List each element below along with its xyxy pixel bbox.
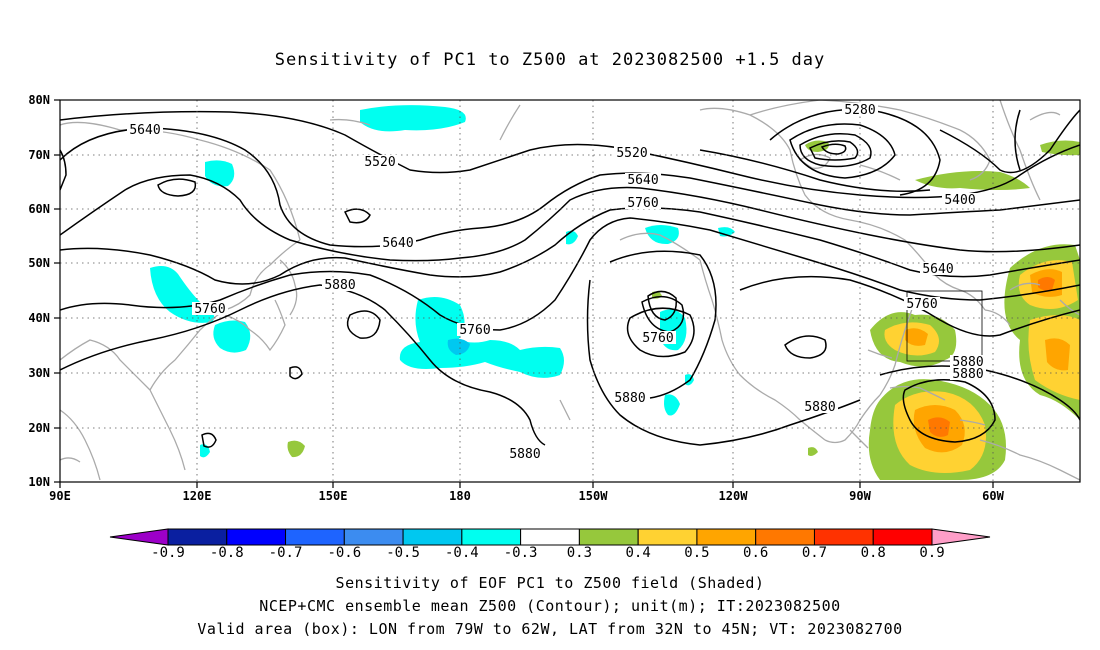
lon-tick-label: 120E: [183, 489, 212, 503]
colorbar-label: -0.5: [386, 545, 420, 561]
contour-label-bg: [950, 367, 986, 380]
lat-tick-label: 80N: [28, 93, 50, 107]
colorbar-cell: [578, 528, 639, 546]
colorbar-label: 0.7: [802, 545, 827, 561]
contour-label-bg: [640, 331, 676, 344]
lat-tick-label: 50N: [28, 256, 50, 270]
contour-label-bg: [362, 155, 398, 168]
lat-tick-labels: 10N 20N 30N 40N 50N 60N 70N 80N: [28, 93, 50, 489]
lon-tick-label: 60W: [982, 489, 1004, 503]
contour-label-bg: [380, 236, 416, 249]
contour-label: 5880: [804, 400, 835, 415]
contour-label: 5400: [944, 193, 975, 208]
colorbar-cell: [755, 528, 815, 546]
colorbar-cell: [285, 528, 345, 546]
colorbar-label: 0.3: [567, 545, 592, 561]
colorbar-min-arrow: [109, 528, 169, 546]
contour-label-bg: [942, 193, 978, 206]
map-frame: [59, 99, 1081, 483]
colorbar-label: -0.6: [327, 545, 361, 561]
colorbar-label: -0.7: [269, 545, 303, 561]
contour-label-bg: [625, 173, 661, 186]
contour-label: 5760: [642, 331, 673, 346]
contour-label-bg: [802, 400, 838, 413]
page-title: Sensitivity of PC1 to Z500 at 2023082500…: [274, 50, 826, 70]
colorbar-cell: [343, 528, 404, 546]
colorbar-label: 0.5: [684, 545, 709, 561]
caption-contour: NCEP+CMC ensemble mean Z500 (Contour); u…: [259, 597, 841, 615]
coastlines: [60, 100, 1080, 481]
contour-label-bg: [625, 196, 661, 209]
contour-label: 5880: [952, 367, 983, 382]
colorbar-cell: [402, 528, 463, 546]
colorbar-cell: [813, 528, 874, 546]
contour-label-bg: [842, 103, 878, 116]
contour-label-bg: [127, 123, 163, 136]
colorbar-label: 0.8: [861, 545, 886, 561]
contour-label-bg: [192, 302, 228, 315]
contour-labels: 5640 5520 5520 5640 5760 5280 5400 5640 5640 5880…: [127, 103, 986, 462]
caption-valid-area: Valid area (box): LON from 79W to 62W, L…: [197, 620, 903, 638]
colorbar-label: 0.6: [743, 545, 768, 561]
colorbar-max-arrow: [931, 528, 991, 546]
colorbar-cell: [872, 528, 933, 546]
contour-label-bg: [614, 146, 650, 159]
colorbar-cell: [520, 528, 580, 546]
contour-label: 5880: [509, 447, 540, 462]
colorbar-cell: [226, 528, 287, 546]
lon-tick-label: 150W: [579, 489, 609, 503]
contour-label-bg: [920, 262, 956, 275]
z500-contours: [60, 108, 1080, 448]
lat-tick-label: 60N: [28, 202, 50, 216]
lat-tick-label: 30N: [28, 366, 50, 380]
contour-label-bg: [904, 297, 940, 310]
lat-tick-label: 70N: [28, 148, 50, 162]
lon-tick-labels: 90E 120E 150E 180 150W 120W 90W 60W: [49, 489, 1004, 503]
valid-area-box: [906, 290, 983, 362]
lat-tick-label: 10N: [28, 475, 50, 489]
contour-label-bg: [322, 278, 358, 291]
contour-label: 5640: [627, 173, 658, 188]
colorbar-label: 0.4: [626, 545, 651, 561]
contour-label: 5880: [952, 355, 983, 370]
colorbar-label: -0.3: [504, 545, 538, 561]
colorbar-cell: [167, 528, 228, 546]
colorbar-label: -0.9: [151, 545, 185, 561]
lon-tick-label: 150E: [319, 489, 348, 503]
contour-label: 5880: [614, 391, 645, 406]
colorbar-cell: [461, 528, 522, 546]
tick-marks: [54, 99, 994, 488]
contour-label: 5760: [906, 297, 937, 312]
lon-tick-label: 120W: [719, 489, 749, 503]
lat-tick-label: 20N: [28, 421, 50, 435]
contour-label: 5880: [324, 278, 355, 293]
contour-label: 5640: [129, 123, 160, 138]
colorbar-label: -0.8: [210, 545, 244, 561]
contour-label: 5280: [844, 103, 875, 118]
contour-label: 5640: [922, 262, 953, 277]
contour-label-bg: [507, 447, 543, 460]
colorbar-cell: [637, 528, 698, 546]
colorbar-cell: [696, 528, 757, 546]
contour-label: 5760: [627, 196, 658, 211]
lon-tick-label: 90W: [849, 489, 871, 503]
lon-tick-label: 180: [449, 489, 471, 503]
contour-label-bg: [612, 391, 648, 404]
contour-label: 5520: [364, 155, 395, 170]
contour-label: 5760: [459, 323, 490, 338]
contour-label-bg: [457, 323, 493, 336]
contour-label-bg: [950, 355, 986, 368]
colorbar-label: -0.4: [445, 545, 479, 561]
contour-label: 5640: [382, 236, 413, 251]
caption-shaded: Sensitivity of EOF PC1 to Z500 field (Sh…: [335, 574, 765, 592]
lon-tick-label: 90E: [49, 489, 71, 503]
lat-tick-label: 40N: [28, 311, 50, 325]
contour-label: 5520: [616, 146, 647, 161]
colorbar: -0.9 -0.8 -0.7 -0.6 -0.5 -0.4 -0.3 0.3 0.4 0.5 0.6…: [109, 528, 991, 561]
colorbar-label: 0.9: [919, 545, 944, 561]
contour-label: 5760: [194, 302, 225, 317]
